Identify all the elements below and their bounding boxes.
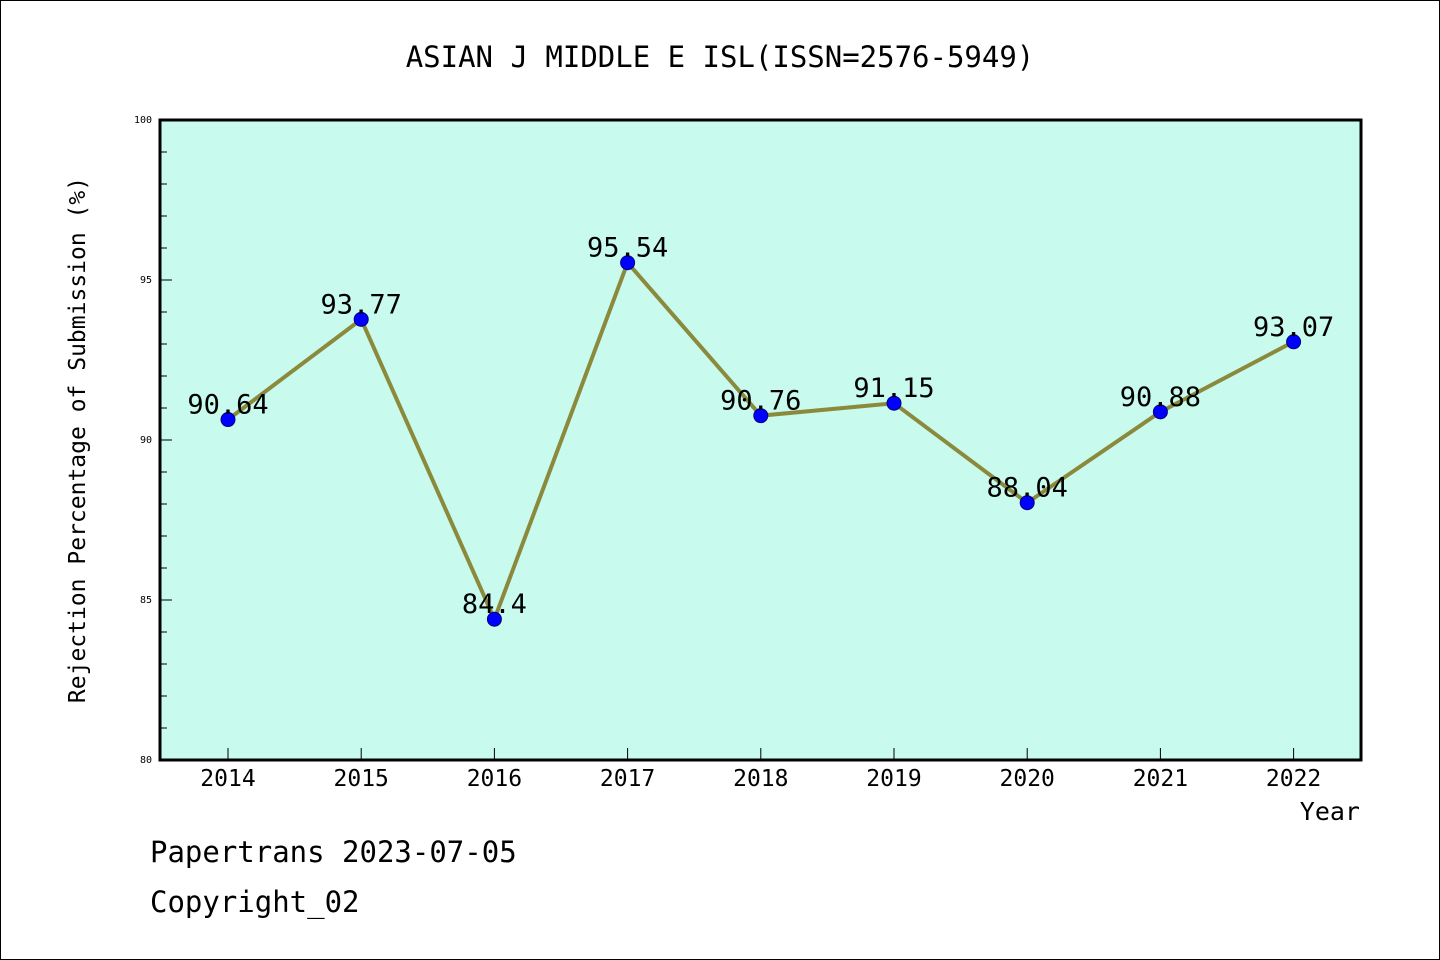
x-tick-label: 2020 — [1000, 766, 1055, 792]
footer-source: Papertrans 2023-07-05 — [150, 835, 517, 869]
data-label: 90.88 — [1120, 382, 1201, 413]
y-tick-label: 90 — [140, 435, 152, 446]
y-axis-ticks: 80 85 90 95 100 — [134, 115, 172, 766]
data-point — [1019, 495, 1035, 511]
data-point — [486, 611, 502, 627]
plot-area — [158, 118, 1363, 762]
data-point — [1152, 404, 1168, 420]
y-tick-label: 80 — [140, 755, 152, 766]
y-axis-label: Rejection Percentage of Submission (%) — [65, 177, 91, 703]
data-label: 91.15 — [853, 373, 934, 404]
x-tick-label: 2016 — [467, 766, 522, 792]
x-tick-label: 2018 — [733, 766, 788, 792]
y-tick-label: 85 — [140, 595, 152, 606]
data-point — [886, 395, 902, 411]
data-point — [220, 412, 236, 428]
x-axis-label: Year — [1300, 797, 1360, 826]
series-layer: 90.64 93.77 84.4 95.54 90.76 91.15 88.04 90.88 9… — [187, 233, 1334, 627]
data-label: 93.07 — [1253, 312, 1334, 343]
data-label: 88.04 — [987, 473, 1068, 504]
x-axis-ticks: 2014 2015 2016 2017 2018 2019 2020 2021 2022 — [200, 748, 1321, 792]
x-tick-label: 2019 — [866, 766, 921, 792]
data-label: 93.77 — [321, 289, 402, 320]
data-label: 90.76 — [720, 386, 801, 417]
data-point — [353, 311, 369, 327]
data-label: 95.54 — [587, 233, 668, 264]
data-label: 84.4 — [462, 589, 527, 620]
chart-title: ASIAN J MIDDLE E ISL(ISSN=2576-5949) — [406, 40, 1035, 74]
x-tick-label: 2015 — [334, 766, 389, 792]
data-label: 90.64 — [187, 390, 268, 421]
data-point — [620, 255, 636, 271]
y-tick-label: 95 — [140, 275, 152, 286]
y-tick-label: 100 — [134, 115, 152, 126]
data-point — [1286, 334, 1302, 350]
data-point — [753, 408, 769, 424]
x-tick-label: 2022 — [1266, 766, 1321, 792]
x-tick-label: 2017 — [600, 766, 655, 792]
x-tick-label: 2014 — [200, 766, 255, 792]
footer-copyright: Copyright_02 — [150, 885, 360, 919]
x-tick-label: 2021 — [1133, 766, 1188, 792]
